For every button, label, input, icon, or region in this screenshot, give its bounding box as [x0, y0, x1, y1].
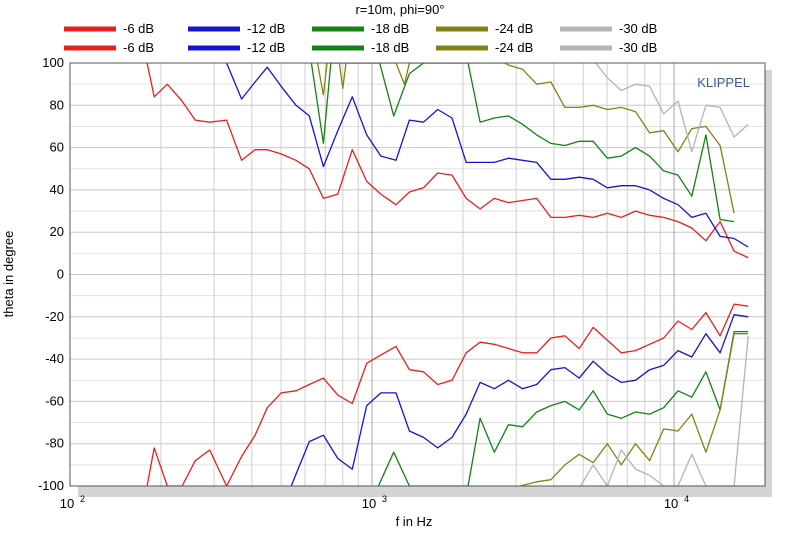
legend-label: -6 dB	[123, 21, 154, 36]
legend-label: -18 dB	[371, 21, 409, 36]
x-axis-label: f in Hz	[396, 514, 433, 529]
legend-label: -12 dB	[247, 40, 285, 55]
series-line-4	[290, 314, 749, 486]
y-tick-label: 40	[50, 182, 64, 197]
grid	[69, 62, 766, 487]
legend-label: -30 dB	[619, 40, 657, 55]
legend-label: -24 dB	[495, 40, 533, 55]
x-tick-label: 10	[664, 496, 678, 511]
x-tick-exponent: 2	[80, 494, 85, 504]
y-tick-label: -40	[45, 351, 64, 366]
x-tick-exponent: 4	[684, 494, 689, 504]
chart-title: r=10m, phi=90°	[355, 2, 444, 17]
y-tick-label: 20	[50, 224, 64, 239]
y-tick-label: 80	[50, 97, 64, 112]
x-tick-label: 10	[60, 496, 74, 511]
y-axis-ticks: 100 80 60 40 20 0 -20 -40 -60 -80 -100	[38, 55, 64, 493]
x-tick-label: 10	[362, 496, 376, 511]
x-tick-exponent: 3	[382, 494, 387, 504]
legend-label: -24 dB	[495, 21, 533, 36]
y-tick-label: 100	[42, 55, 64, 70]
series-line-2	[146, 303, 749, 486]
y-tick-label: 0	[57, 267, 64, 282]
series-layer	[146, 63, 749, 486]
legend-label: -12 dB	[247, 21, 285, 36]
series-line-7	[316, 63, 735, 214]
watermark-text: KLIPPEL	[697, 75, 750, 90]
y-tick-label: -60	[45, 393, 64, 408]
series-line-1	[146, 63, 749, 259]
y-tick-label: 60	[50, 140, 64, 155]
series-line-9	[595, 63, 749, 153]
y-tick-label: -80	[45, 436, 64, 451]
plot-border	[69, 62, 766, 487]
legend-label: -6 dB	[123, 40, 154, 55]
y-tick-label: -20	[45, 309, 64, 324]
series-line-6	[377, 330, 749, 486]
y-tick-label: -100	[38, 478, 64, 493]
legend-label: -30 dB	[619, 21, 657, 36]
legend: -6 dB -6 dB -12 dB -12 dB -18 dB -18 dB -24 dB…	[64, 21, 657, 55]
y-axis-label: theta in degree	[1, 231, 16, 318]
x-axis-ticks: 10 2 10 3 10 4	[60, 494, 689, 511]
series-line-8	[520, 333, 749, 486]
series-line-3	[226, 63, 749, 248]
series-line-5	[310, 63, 735, 223]
legend-label: -18 dB	[371, 40, 409, 55]
